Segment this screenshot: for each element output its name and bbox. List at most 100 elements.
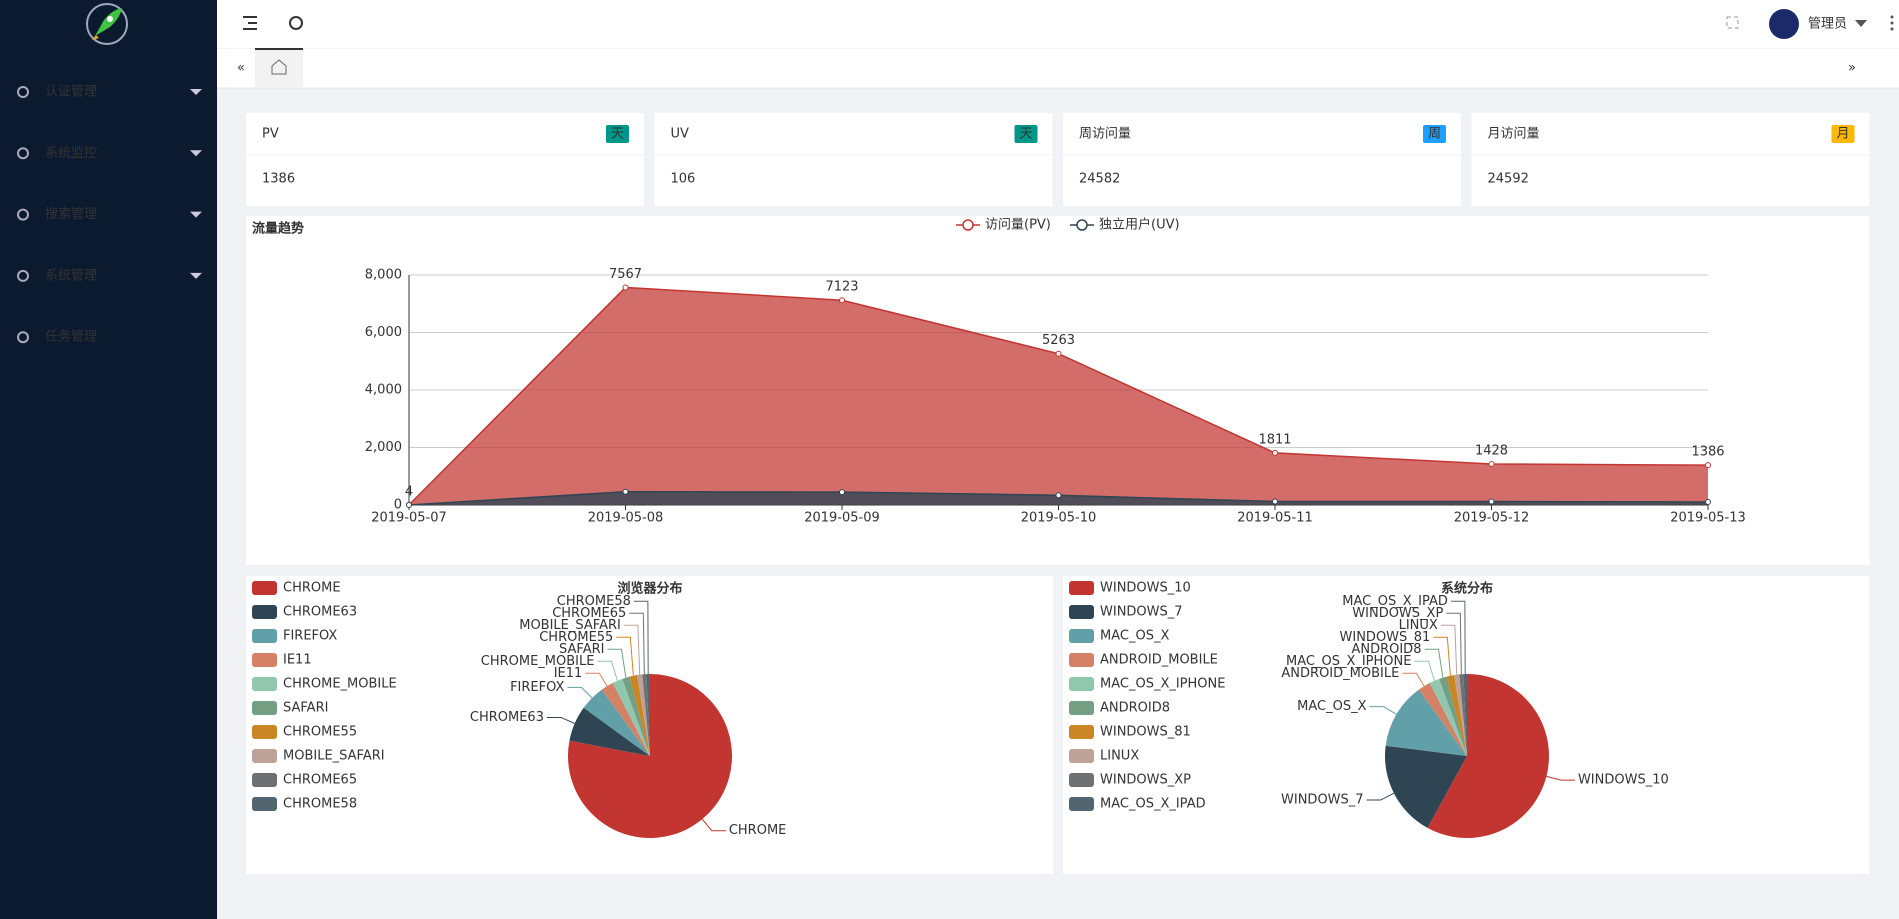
card-value: 24592 <box>1488 172 1529 187</box>
tab-bar <box>217 49 1899 88</box>
card-title: UV <box>671 127 690 142</box>
legend-label[interactable]: WINDOWS_7 <box>1100 605 1183 620</box>
data-point <box>406 501 412 508</box>
menu-icon <box>17 331 29 344</box>
legend-swatch <box>1069 749 1094 763</box>
toggle-icon[interactable] <box>243 16 257 30</box>
legend-label[interactable]: CHROME58 <box>283 797 357 812</box>
legend-swatch <box>252 701 277 715</box>
more-icon[interactable] <box>1890 15 1894 31</box>
pie-slice <box>569 707 650 756</box>
menu-caret <box>190 272 202 279</box>
data-label: 4 <box>405 484 413 499</box>
legend-label[interactable]: 访问量(PV) <box>985 218 1051 233</box>
tab-prev[interactable]: « <box>237 61 245 76</box>
card-badge-text: 天 <box>1019 127 1032 142</box>
data-label: 1811 <box>1258 432 1291 447</box>
card-title: 月访问量 <box>1488 127 1540 142</box>
menu-caret <box>190 211 202 218</box>
data-label: 1386 <box>1691 445 1724 460</box>
legend-label[interactable]: CHROME_MOBILE <box>283 677 397 692</box>
user-name[interactable]: 管理员 <box>1808 17 1847 32</box>
legend-label[interactable]: 独立用户(UV) <box>1099 217 1180 233</box>
menu-item[interactable]: 系统管理 <box>45 268 97 283</box>
legend-label[interactable]: MAC_OS_X_IPAD <box>1100 797 1206 812</box>
menu-icon <box>17 269 29 282</box>
fullscreen-icon[interactable] <box>1726 16 1739 29</box>
y-tick-label: 4,000 <box>365 383 402 398</box>
legend-marker <box>1076 219 1088 231</box>
legend-label[interactable]: WINDOWS_81 <box>1100 725 1191 740</box>
label-line <box>1546 775 1575 781</box>
legend-label[interactable]: MOBILE_SAFARI <box>283 749 385 764</box>
legend-label[interactable]: LINUX <box>1100 749 1139 764</box>
pie-slice <box>1385 745 1467 828</box>
home-tab[interactable] <box>255 49 303 88</box>
legend-label[interactable]: CHROME63 <box>283 605 357 620</box>
legend-label[interactable]: WINDOWS_10 <box>1100 581 1191 596</box>
y-tick-label: 0 <box>394 498 402 513</box>
legend-swatch <box>1069 581 1094 595</box>
data-label: 7123 <box>825 280 858 295</box>
chart-title: 流量趋势 <box>252 221 304 237</box>
label-line <box>567 686 593 699</box>
slice-label: CHROME58 <box>557 594 631 609</box>
menu-icon <box>17 86 29 98</box>
card-badge-text: 天 <box>611 127 624 142</box>
stat-card <box>246 113 644 206</box>
legend-swatch <box>252 797 277 811</box>
refresh-icon[interactable] <box>289 16 303 30</box>
menu-item[interactable]: 认证管理 <box>45 85 97 100</box>
label-line <box>1424 648 1444 678</box>
tab-next[interactable]: » <box>1848 61 1856 76</box>
card-title: 周访问量 <box>1079 127 1131 142</box>
stat-card <box>1471 113 1870 206</box>
logo <box>86 3 128 45</box>
menu-item[interactable]: 任务管理 <box>45 329 97 345</box>
card-badge-text: 月 <box>1836 127 1849 142</box>
legend-swatch <box>1069 725 1094 739</box>
legend-swatch <box>1069 653 1094 667</box>
legend-label[interactable]: ANDROID_MOBILE <box>1100 653 1218 668</box>
legend-swatch <box>1069 701 1094 715</box>
pie-slice <box>601 682 650 756</box>
legend-label[interactable]: SAFARI <box>283 701 328 716</box>
legend-label[interactable]: CHROME65 <box>283 773 357 788</box>
slice-label: ANDROID8 <box>1351 642 1421 657</box>
y-tick-label: 2,000 <box>365 440 402 455</box>
legend-label[interactable]: FIREFOX <box>283 629 337 644</box>
legend-label[interactable]: IE11 <box>283 653 312 668</box>
slice-label: CHROME65 <box>552 606 626 621</box>
pie-slice <box>1427 674 1549 839</box>
legend-label[interactable]: WINDOWS_XP <box>1100 773 1191 788</box>
label-line <box>629 612 645 675</box>
legend-label[interactable]: CHROME55 <box>283 725 357 740</box>
legend-label[interactable]: MAC_OS_X <box>1100 629 1169 644</box>
user-caret[interactable] <box>1855 20 1867 27</box>
card-title: PV <box>262 127 279 142</box>
legend-swatch <box>252 725 277 739</box>
slice-label: MAC_OS_X_IPAD <box>1342 594 1448 609</box>
menu-item[interactable]: 系统监控 <box>45 146 97 161</box>
legend-swatch <box>252 653 277 667</box>
legend-swatch <box>252 773 277 787</box>
pie-slice <box>583 689 650 756</box>
legend-label[interactable]: MAC_OS_X_IPHONE <box>1100 677 1225 692</box>
sidebar <box>0 0 217 919</box>
slice-label: CHROME63 <box>470 710 544 725</box>
menu-icon <box>17 147 29 160</box>
pie-slice <box>1463 674 1467 756</box>
legend-swatch <box>252 581 277 595</box>
data-point <box>1272 498 1278 505</box>
label-line <box>701 818 726 832</box>
pie-slice <box>1439 676 1467 756</box>
slice-label: ANDROID_MOBILE <box>1281 666 1399 681</box>
legend-label[interactable]: ANDROID8 <box>1100 701 1170 716</box>
slice-label: WINDOWS_81 <box>1340 630 1431 645</box>
data-point <box>839 489 845 496</box>
menu-item[interactable]: 搜索管理 <box>45 207 97 222</box>
avatar[interactable] <box>1769 9 1799 39</box>
legend-label[interactable]: CHROME <box>283 581 341 596</box>
card-badge-text: 周 <box>1428 127 1441 142</box>
card-badge <box>1831 125 1855 143</box>
